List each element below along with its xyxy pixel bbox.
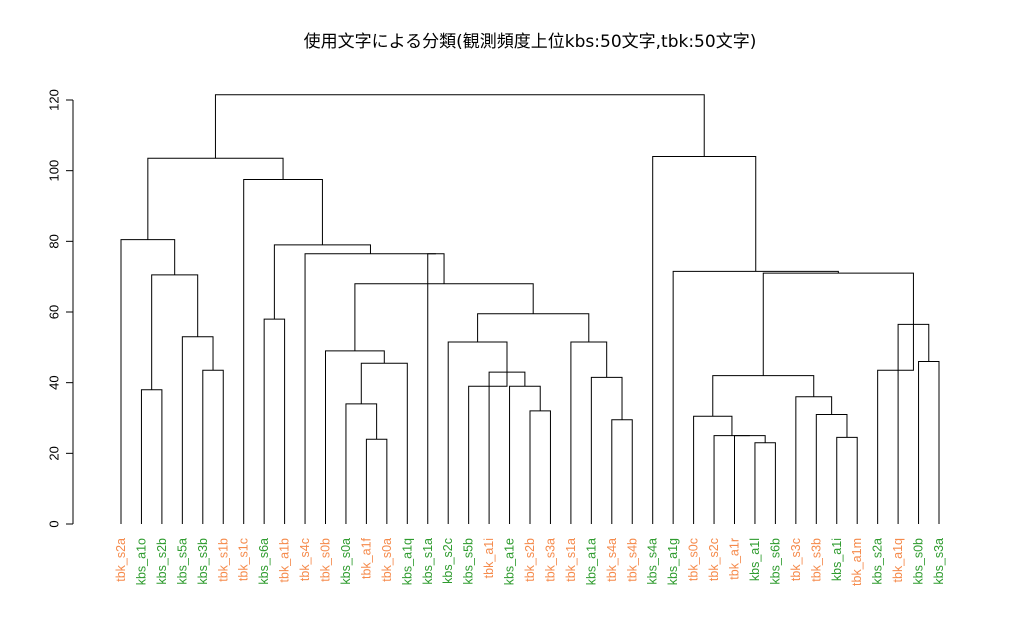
y-tick-label: 0: [46, 520, 61, 527]
dendrogram-link-Z11: [877, 324, 914, 524]
dendrogram-link-W: [273, 244, 371, 320]
dendrogram-link-Z12: [762, 272, 914, 376]
dendrogram-link-Q: [590, 376, 623, 524]
y-tick-label: 20: [46, 446, 61, 460]
dendrogram-link-U: [427, 253, 445, 524]
dendrogram-link-X: [243, 179, 323, 524]
dendrogram-link-Z3: [713, 435, 750, 524]
leaf-label: kbs_a1i: [830, 538, 844, 581]
dendrogram-link-K: [529, 410, 551, 524]
leaf-label: kbs_s5a: [175, 538, 189, 585]
leaf-label: kbs_a1q: [400, 538, 414, 585]
dendrogram-link-T: [354, 283, 534, 351]
dendrogram-link-M: [488, 371, 526, 524]
leaf-label: tbk_s4c: [298, 538, 312, 581]
leaf-label: kbs_s0a: [339, 538, 353, 585]
dendrogram-link-G: [365, 438, 388, 524]
dendrogram-link-Z2: [734, 435, 766, 524]
dendrogram-link-R: [570, 341, 608, 524]
dendrogram-links: [120, 94, 940, 524]
dendrogram-link-Z9: [918, 360, 940, 524]
leaf-label: kbs_s2a: [871, 538, 885, 585]
dendrogram-link-Z14: [652, 156, 757, 524]
leaf-label: kbs_s6a: [257, 538, 271, 585]
leaf-label: kbs_s4a: [646, 538, 660, 585]
dendrogram-link-A: [140, 389, 163, 524]
leaf-label: tbk_a1i: [482, 538, 496, 578]
dendrogram-link-H: [345, 403, 378, 524]
dendrogram-link-C: [181, 336, 214, 524]
leaf-label: kbs_a1l: [748, 538, 762, 581]
y-tick-label: 60: [46, 305, 61, 319]
dendrogram-link-Z1: [754, 442, 776, 524]
dendrogram-link-ROOT: [214, 94, 705, 159]
dendrogram-link-Z4: [693, 415, 733, 524]
leaf-label: tbk_s2b: [523, 538, 537, 582]
leaf-label: kbs_a1o: [134, 538, 148, 585]
dendrogram-link-B: [202, 369, 224, 524]
leaf-label: kbs_a1g: [666, 538, 680, 585]
dendrogram-link-O: [447, 341, 508, 524]
y-axis: 0 20 40 60 80 100 120: [46, 89, 74, 528]
dendrogram-link-Y: [147, 157, 284, 240]
y-tick-label: 80: [46, 234, 61, 248]
y-tick-label: 40: [46, 375, 61, 389]
leaf-label: tbk_s0b: [319, 538, 333, 582]
dendrogram-link-N: [468, 372, 508, 524]
leaf-label: tbk_s1b: [216, 538, 230, 582]
leaf-label: kbs_s6b: [768, 538, 782, 585]
leaf-label: tbk_a1q: [891, 538, 905, 583]
leaf-label: kbs_s1a: [421, 538, 435, 585]
leaf-label: tbk_s2a: [114, 538, 128, 582]
leaf-label: tbk_a1m: [850, 538, 864, 586]
dendrogram-link-L: [509, 385, 541, 524]
dendrogram-link-I: [360, 362, 408, 524]
leaf-label: tbk_s2c: [707, 538, 721, 581]
dendrogram-link-V: [304, 253, 436, 524]
leaf-label: tbk_s0a: [380, 538, 394, 582]
dendrogram-link-J: [325, 350, 385, 524]
leaf-labels: tbk_s2a kbs_a1o kbs_s2b kbs_s5a kbs_s3b tbk_s…: [114, 537, 946, 585]
leaf-label: kbs_s2b: [155, 538, 169, 585]
leaf-label: tbk_a1r: [728, 538, 742, 580]
leaf-label: kbs_s0b: [912, 538, 926, 585]
leaf-label: kbs_s2c: [441, 538, 455, 584]
leaf-label: kbs_a1a: [584, 538, 598, 585]
dendrogram-link-S: [477, 313, 590, 343]
leaf-label: tbk_a1f: [359, 537, 373, 579]
dendrogram-link-Z7: [795, 396, 833, 524]
dendrogram-link-P: [611, 419, 633, 524]
leaf-label: tbk_s4b: [625, 538, 639, 582]
leaf-label: tbk_s1c: [237, 538, 251, 581]
dendrogram-link-Z5: [836, 436, 858, 524]
y-tick-label: 120: [46, 89, 61, 111]
dendrogram-link-E: [120, 239, 176, 524]
leaf-label: tbk_s0c: [687, 538, 701, 581]
leaf-label: tbk_s3b: [809, 538, 823, 582]
dendrogram-link-F: [263, 318, 286, 524]
leaf-label: kbs_s3b: [196, 538, 210, 585]
leaf-label: kbs_a1e: [503, 538, 517, 585]
leaf-label: tbk_s1a: [564, 538, 578, 582]
leaf-label: tbk_s3a: [543, 538, 557, 582]
leaf-label: tbk_s4a: [605, 538, 619, 582]
leaf-label: tbk_s3c: [789, 538, 803, 581]
chart-title: 使用文字による分類(観測頻度上位kbs:50文字,tbk:50文字): [304, 31, 757, 52]
y-tick-label: 100: [46, 160, 61, 182]
leaf-label: kbs_s3a: [932, 538, 946, 585]
leaf-label: kbs_s5b: [462, 538, 476, 585]
dendrogram-link-D: [151, 274, 199, 390]
dendrogram-link-Z8: [712, 375, 815, 417]
dendrogram-link-Z13: [672, 270, 839, 524]
leaf-label: tbk_a1b: [278, 538, 292, 583]
dendrogram-link-Z6: [815, 413, 848, 524]
